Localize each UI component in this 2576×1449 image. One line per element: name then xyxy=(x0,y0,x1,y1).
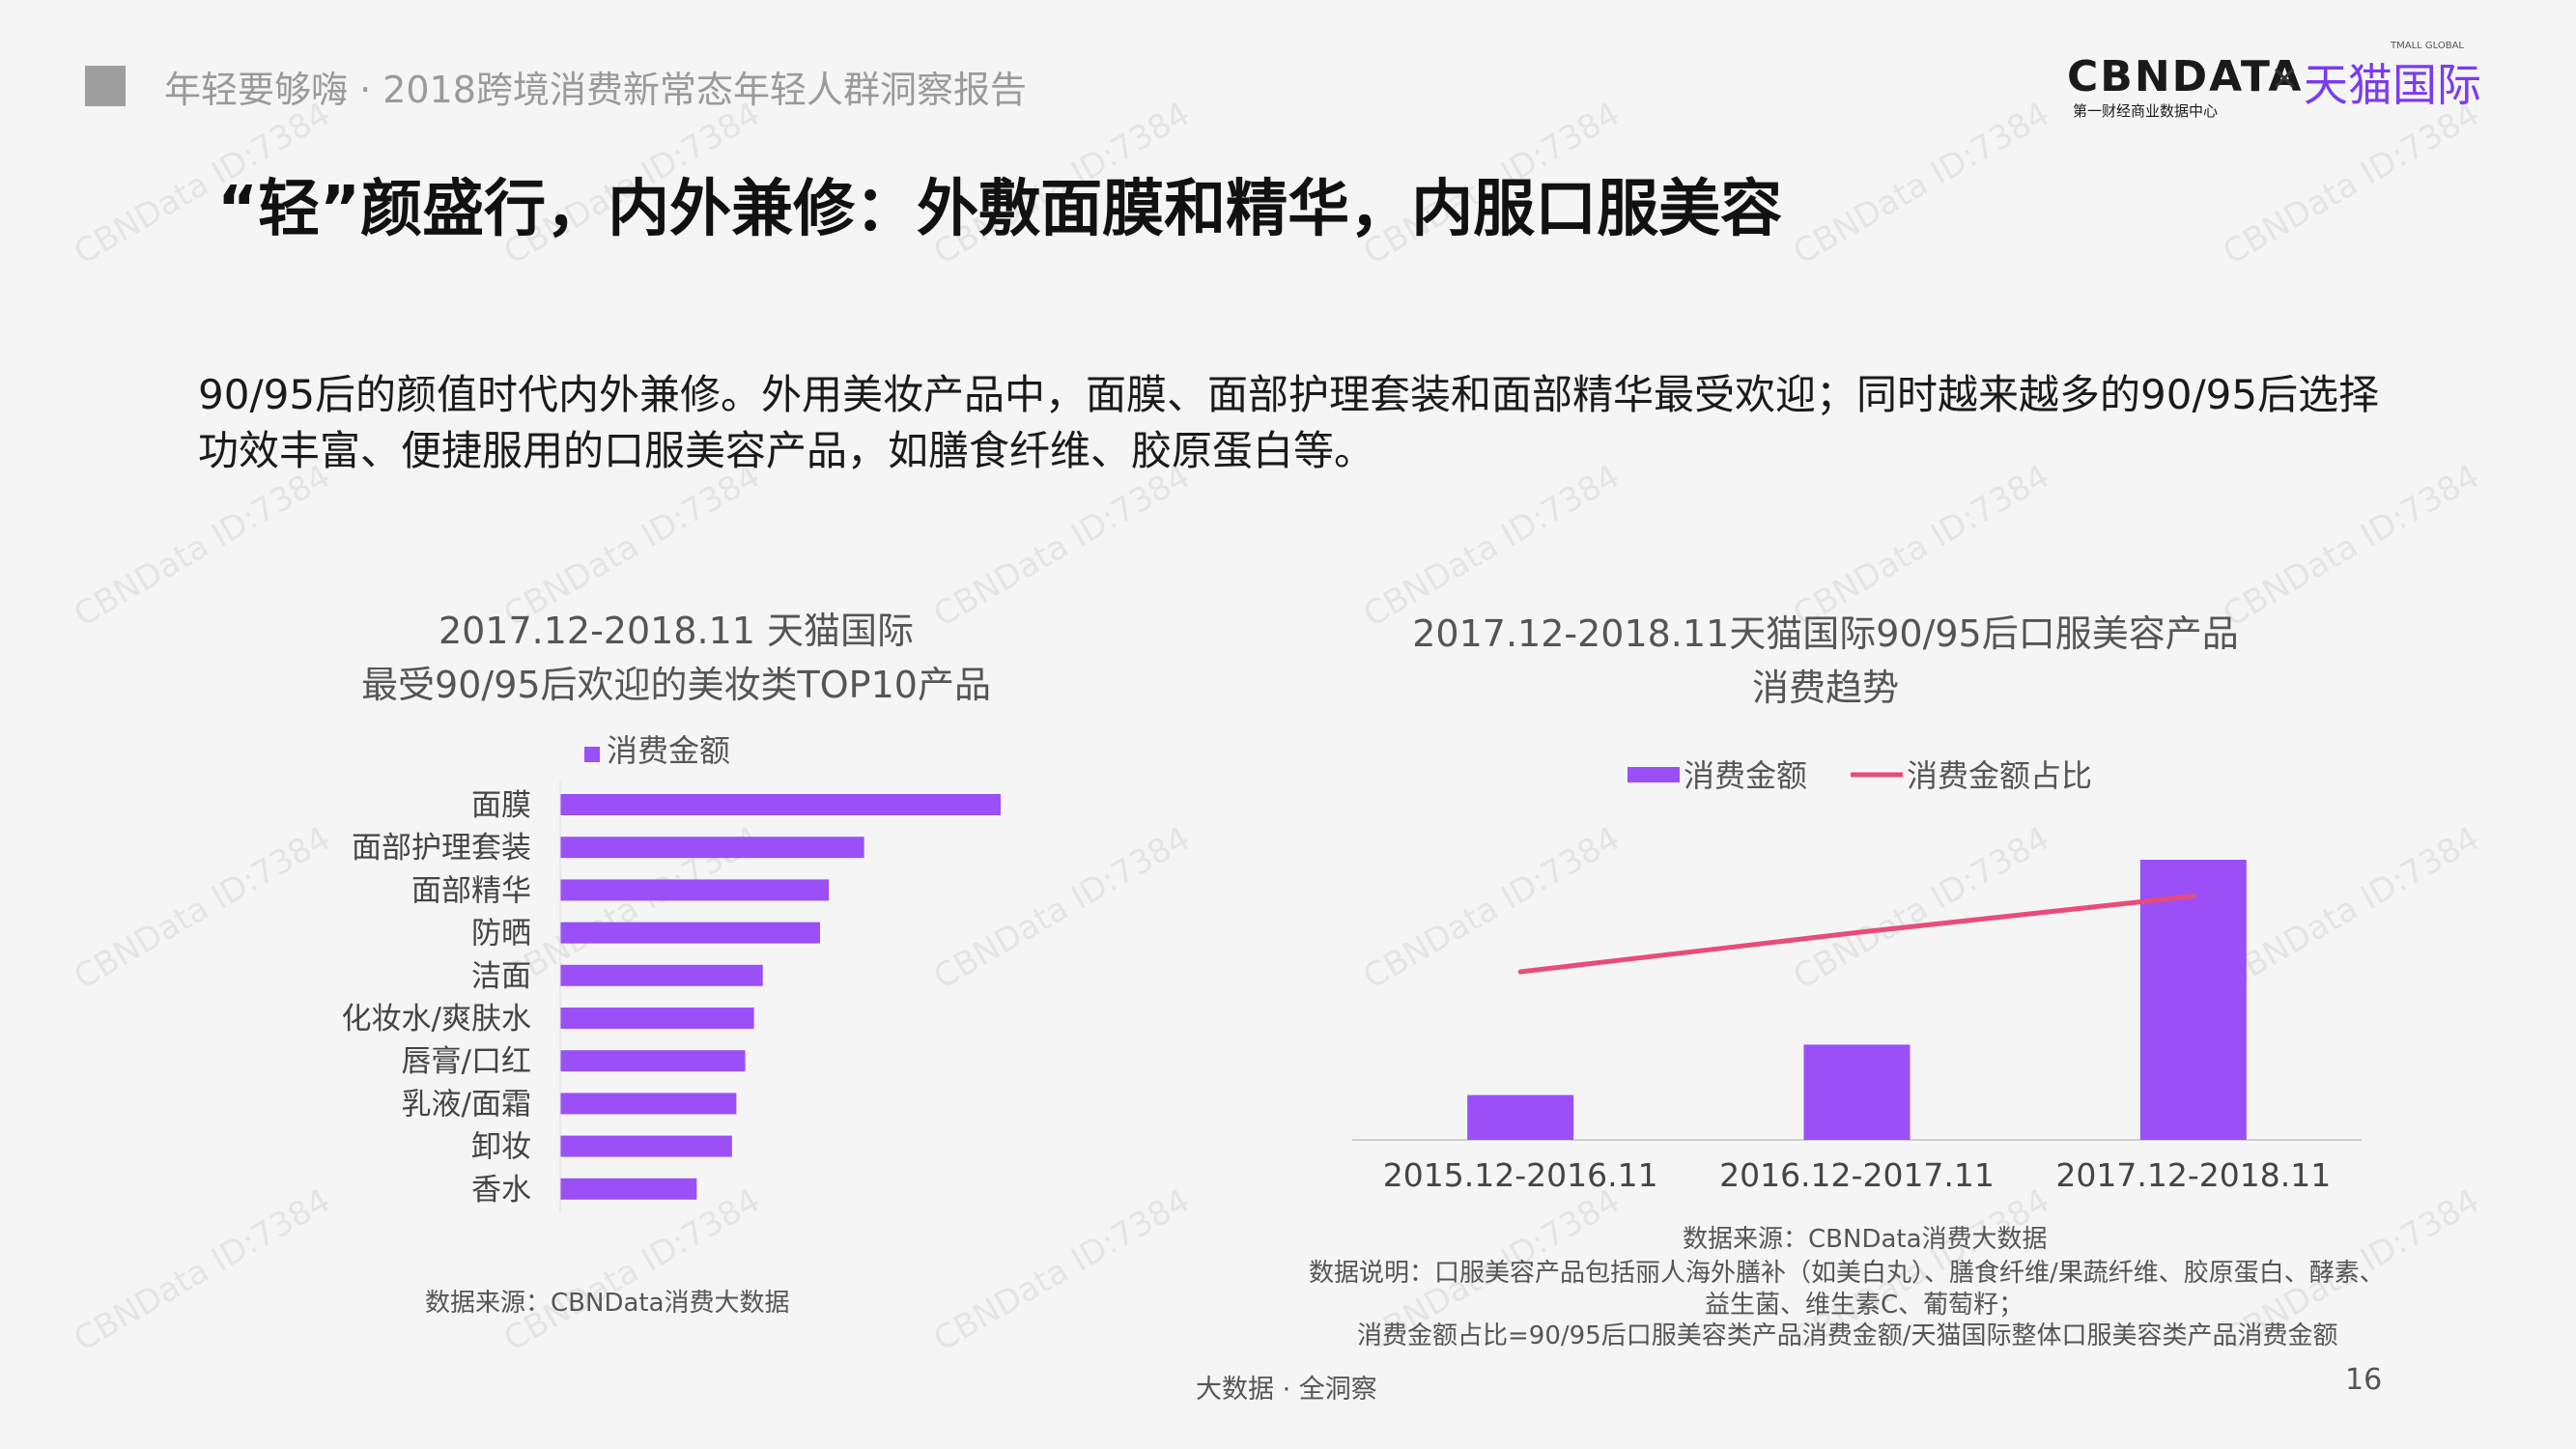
header-square-icon xyxy=(85,66,126,106)
left-category-label: 面部精华 xyxy=(411,873,531,908)
tmall-global-logo: 天猫国际 xyxy=(2304,59,2481,111)
brand-logo: CBNDATA 第一财经商业数据中心 × 天猫国际 TMALL GLOBAL xyxy=(2067,41,2482,128)
brand-times: × xyxy=(2270,58,2300,98)
left-category-label: 唇膏/口红 xyxy=(402,1044,531,1079)
left-chart-title-line2: 最受90/95后欢迎的美妆类TOP10产品 xyxy=(361,664,991,706)
right-category-label: 2017.12-2018.11 xyxy=(2055,1156,2331,1194)
page-title: “轻”颜盛行，内外兼修：外敷面膜和精华，内服口服美容 xyxy=(217,174,1783,245)
cbndata-subtitle: 第一财经商业数据中心 xyxy=(2073,102,2219,120)
tmall-global-en: TMALL GLOBAL xyxy=(2391,41,2465,51)
left-bar xyxy=(560,794,1001,815)
left-bar xyxy=(560,1178,697,1200)
right-bar xyxy=(1467,1094,1574,1140)
left-bar-chart: 消费金额面膜面部护理套装面部精华防晒洁面化妆水/爽肤水唇膏/口红乳液/面霜卸妆香… xyxy=(342,732,1001,1212)
left-chart-title-line1: 2017.12-2018.11 天猫国际 xyxy=(438,610,915,652)
left-legend-swatch xyxy=(584,747,600,762)
footer-slogan: 大数据 · 全洞察 xyxy=(1196,1375,1377,1405)
left-category-label: 防晒 xyxy=(471,917,531,952)
right-chart-title: 2017.12-2018.11天猫国际90/95后口服美容产品 消费趋势 xyxy=(1333,607,2318,715)
right-legend-bar-swatch xyxy=(1628,767,1680,782)
watermark-text: CBNData ID:7384 xyxy=(68,457,337,635)
right-legend-line-label: 消费金额占比 xyxy=(1907,757,2092,794)
left-legend-label: 消费金额 xyxy=(607,732,730,769)
right-chart-note-1: 数据说明：口服美容产品包括丽人海外膳补（如美白丸）、膳食纤维/果蔬纤维、胶原蛋白… xyxy=(1309,1259,2385,1288)
watermark-text: CBNData ID:7384 xyxy=(1787,95,2056,272)
left-bar xyxy=(560,964,763,986)
left-category-label: 卸妆 xyxy=(471,1130,531,1165)
left-category-label: 乳液/面霜 xyxy=(402,1087,531,1122)
cbndata-logo: CBNDATA xyxy=(2067,52,2304,101)
left-category-label: 洁面 xyxy=(471,959,531,994)
right-chart-source: 数据来源：CBNData消费大数据 xyxy=(1683,1225,2048,1254)
right-chart-note-3: 消费金额占比=90/95后口服美容类产品消费金额/天猫国际整体口服美容类产品消费… xyxy=(1357,1321,2338,1350)
left-bar xyxy=(560,1050,746,1072)
left-chart-title: 2017.12-2018.11 天猫国际 最受90/95后欢迎的美妆类TOP10… xyxy=(328,604,1024,712)
left-bar xyxy=(560,879,830,901)
right-share-line xyxy=(1517,894,2196,975)
right-chart-title-line2: 消费趋势 xyxy=(1751,667,1899,709)
left-category-label: 面部护理套装 xyxy=(352,831,531,866)
intro-paragraph: 90/95后的颜值时代内外兼修。外用美妆产品中，面膜、面部护理套装和面部精华最受… xyxy=(198,371,2380,474)
right-legend-bar-label: 消费金额 xyxy=(1684,757,1807,794)
left-chart-source: 数据来源：CBNData消费大数据 xyxy=(425,1289,790,1318)
left-bar xyxy=(560,837,864,859)
right-bar xyxy=(1803,1044,1911,1140)
right-bar xyxy=(2139,860,2247,1140)
right-category-label: 2016.12-2017.11 xyxy=(1719,1156,1995,1194)
left-category-label: 化妆水/爽肤水 xyxy=(342,1002,531,1037)
left-bar xyxy=(560,1135,732,1157)
right-chart-title-line1: 2017.12-2018.11天猫国际90/95后口服美容产品 xyxy=(1412,612,2239,655)
left-bar xyxy=(560,1008,754,1029)
page-number: 16 xyxy=(2345,1363,2383,1397)
left-category-label: 香水 xyxy=(471,1173,531,1208)
left-bar xyxy=(560,1093,737,1115)
right-combo-chart: 消费金额 消费金额占比 2015.12-2016.11 2016.12-2017.11… xyxy=(1352,757,2362,1194)
left-bar xyxy=(560,922,821,944)
left-category-label: 面膜 xyxy=(471,788,531,823)
right-chart-note-2: 益生菌、维生素C、葡萄籽； xyxy=(1705,1291,2024,1320)
header-title: 年轻要够嗨 · 2018跨境消费新常态年轻人群洞察报告 xyxy=(164,69,1027,111)
right-category-label: 2015.12-2016.11 xyxy=(1383,1156,1658,1194)
